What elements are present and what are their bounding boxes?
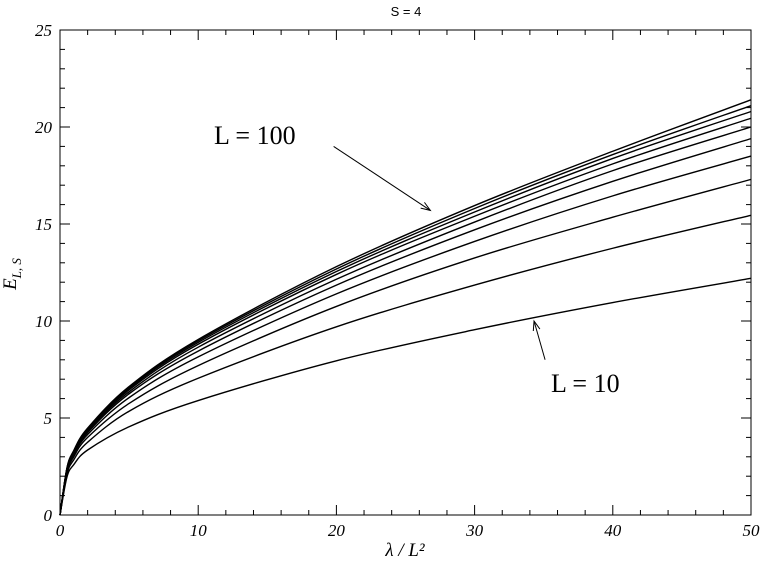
y-tick-label: 15 [35, 215, 52, 234]
annotation-arrow-head [532, 319, 541, 332]
x-tick-label: 50 [743, 521, 761, 540]
series-line-8 [59, 110, 752, 516]
axis-ticks [59, 29, 752, 516]
y-tick-label: 0 [44, 506, 53, 525]
y-axis-label: EL, S [0, 258, 24, 291]
y-tick-label: 5 [44, 409, 53, 428]
x-tick-label: 0 [56, 521, 65, 540]
tick-labels: 0 10 20 30 40 50 0 5 10 15 20 25 [35, 21, 760, 540]
annotation-arrow-head [420, 202, 432, 212]
annotation-arrow-line [333, 145, 431, 211]
x-axis-label: λ / L² [384, 540, 425, 561]
series-line-10 [59, 99, 752, 516]
annotation-label: L = 100 [214, 121, 296, 150]
x-tick-label: 30 [465, 521, 484, 540]
plot-frame [59, 29, 752, 516]
series-lines [59, 99, 752, 516]
y-axis-label-text: EL, S [0, 258, 24, 291]
annotations: L = 100 L = 10 [214, 121, 620, 398]
series-line-9 [59, 105, 752, 516]
series-line-4 [59, 155, 752, 516]
y-tick-label: 25 [35, 21, 52, 40]
series-line-5 [59, 137, 752, 516]
annotation-label: L = 10 [551, 369, 620, 398]
y-tick-label: 20 [35, 118, 53, 137]
series-line-1 [59, 277, 752, 516]
x-tick-label: 10 [190, 521, 208, 540]
x-tick-label: 20 [328, 521, 346, 540]
annotation-arrow-line [533, 320, 546, 360]
chart-title: S = 4 [391, 4, 422, 19]
y-tick-label: 10 [35, 312, 53, 331]
x-tick-label: 40 [604, 521, 622, 540]
series-line-2 [59, 214, 752, 516]
series-line-7 [59, 117, 752, 516]
series-line-3 [59, 178, 752, 516]
